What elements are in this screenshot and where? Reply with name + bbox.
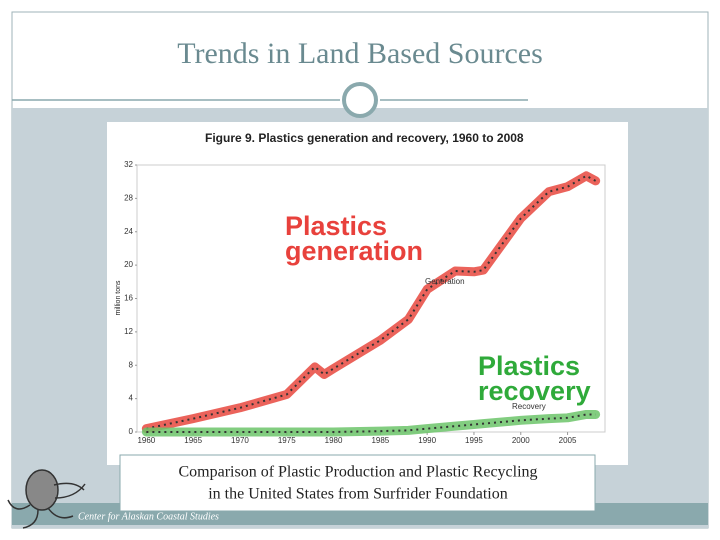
caption-box xyxy=(119,454,596,512)
y-tick-label: 12 xyxy=(124,327,133,336)
chart-title: Figure 9. Plastics generation and recove… xyxy=(205,131,524,145)
series-label: Generation xyxy=(425,277,465,286)
caption-line: in the United States from Surfrider Foun… xyxy=(208,486,508,503)
slide-title: Trends in Land Based Sources xyxy=(177,37,543,70)
x-tick-label: 1970 xyxy=(231,436,249,445)
series-dots xyxy=(146,174,597,430)
series-label: Recovery xyxy=(512,402,546,411)
y-tick-label: 4 xyxy=(129,394,134,403)
title-ornament xyxy=(342,82,378,118)
logo xyxy=(7,469,86,529)
annotation: generation xyxy=(285,236,423,266)
x-tick-label: 2000 xyxy=(512,436,530,445)
y-axis-label: million tons xyxy=(115,280,122,316)
footer-text: Center for Alaskan Coastal Studies xyxy=(78,511,219,522)
x-tick-label: 1990 xyxy=(418,436,436,445)
chart-image xyxy=(107,122,628,465)
y-tick-label: 0 xyxy=(129,427,134,436)
caption-line: Comparison of Plastic Production and Pla… xyxy=(178,464,537,481)
x-tick-label: 1980 xyxy=(325,436,343,445)
y-tick-label: 8 xyxy=(129,360,134,369)
x-tick-label: 1975 xyxy=(278,436,296,445)
x-tick-label: 1960 xyxy=(137,436,155,445)
y-tick-label: 24 xyxy=(124,227,133,236)
x-tick-label: 1965 xyxy=(184,436,202,445)
annotation: Plastics xyxy=(285,211,387,241)
x-tick-label: 1985 xyxy=(371,436,389,445)
y-tick-label: 20 xyxy=(124,260,133,269)
series-dots xyxy=(146,413,596,433)
y-tick-label: 32 xyxy=(124,160,133,169)
y-tick-label: 16 xyxy=(124,294,133,303)
x-tick-label: 2005 xyxy=(559,436,577,445)
annotation: recovery xyxy=(478,376,591,406)
annotation: Plastics xyxy=(478,351,580,381)
x-tick-label: 1995 xyxy=(465,436,483,445)
y-tick-label: 28 xyxy=(124,193,133,202)
